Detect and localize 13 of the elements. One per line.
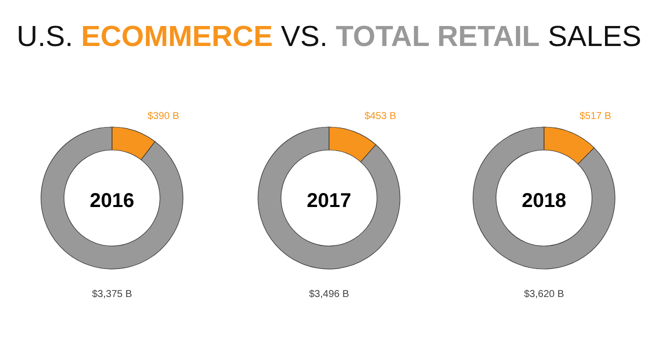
text: 2017 xyxy=(306,190,352,212)
data-label: $390 B xyxy=(148,111,180,122)
data-label: $3,496 B xyxy=(308,289,350,300)
donut-slice xyxy=(258,126,400,270)
text: U.S. ECOMMERCE VS. TOTAL RETAIL SALES xyxy=(16,21,642,53)
data-label: $453 B xyxy=(364,111,397,122)
data-label: $3,620 B xyxy=(524,289,564,300)
donut-slice xyxy=(472,126,616,270)
text: 2018 xyxy=(522,190,566,212)
data-label: $3,375 B xyxy=(92,289,132,300)
donut-slice xyxy=(40,126,184,270)
text: 2016 xyxy=(90,190,134,212)
data-label: $517 B xyxy=(580,111,612,122)
